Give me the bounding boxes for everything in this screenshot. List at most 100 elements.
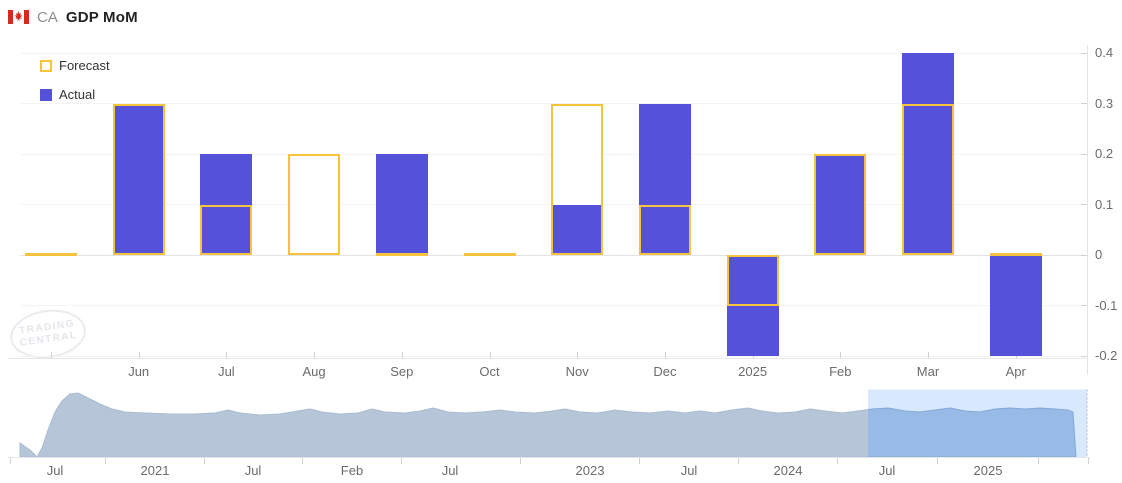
x-axis-line — [8, 358, 1087, 359]
forecast-flat-bar[interactable] — [989, 253, 1042, 256]
navigator-axis-tick — [302, 458, 303, 464]
legend-item-actual[interactable]: Actual — [40, 87, 110, 102]
actual-bar[interactable] — [375, 154, 428, 255]
legend: Forecast Actual — [40, 58, 110, 116]
x-axis-label: Jul — [218, 364, 235, 379]
y-axis-label: 0 — [1095, 247, 1103, 262]
y-gridline — [20, 355, 1087, 357]
navigator-axis-label: Jul — [46, 463, 64, 478]
y-axis-tick — [1081, 254, 1087, 256]
navigator-axis-tick — [401, 458, 402, 464]
y-axis-label: 0.2 — [1095, 146, 1114, 161]
x-axis-tick — [138, 352, 140, 358]
x-axis-tick — [401, 352, 403, 358]
y-axis-label: 0.4 — [1095, 45, 1114, 60]
x-axis-label: 2025 — [738, 364, 768, 379]
navigator-axis-label: 2025 — [973, 463, 1003, 478]
forecast-fill — [288, 154, 341, 255]
forecast-outline-bar[interactable] — [638, 204, 691, 255]
canada-flag-icon — [8, 10, 29, 24]
x-axis-tick — [489, 352, 491, 358]
navigator-axis-line — [8, 457, 1090, 458]
y-axis-tick — [1081, 204, 1087, 205]
navigator-axis-tick — [1088, 458, 1089, 464]
y-axis-tick — [1081, 103, 1087, 104]
actual-bar[interactable] — [726, 255, 779, 356]
navigator-axis-label: 2024 — [773, 463, 803, 478]
actual-bar[interactable] — [989, 255, 1042, 356]
forecast-outline-bar[interactable] — [288, 154, 341, 255]
forecast-outline-bar[interactable] — [200, 204, 253, 255]
x-axis-label: Oct — [479, 364, 500, 379]
y-gridline — [20, 305, 1087, 306]
forecast-flat-bar[interactable] — [25, 253, 77, 256]
x-axis-label: Nov — [565, 364, 589, 379]
forecast-flat-bar[interactable] — [375, 253, 428, 256]
x-axis-tick — [928, 352, 929, 358]
actual-legend-label: Actual — [59, 87, 96, 102]
x-axis-label: Mar — [916, 364, 940, 379]
actual-bar[interactable] — [638, 103, 691, 255]
forecast-outline-bar[interactable] — [726, 255, 779, 306]
y-gridline — [20, 254, 1087, 256]
x-axis-tick — [314, 352, 316, 358]
navigator-axis-label: Jul — [878, 463, 896, 478]
x-axis-label: Sep — [390, 364, 414, 379]
actual-swatch-icon — [40, 88, 52, 101]
forecast-outline-bar[interactable] — [814, 154, 867, 255]
x-axis-label: Dec — [653, 364, 677, 379]
country-code: CA — [37, 8, 58, 26]
navigator: Jul 2021 Jul Feb Jul 2023 Jul 2024 Jul 2025 — [0, 385, 1122, 483]
forecast-swatch-icon — [40, 59, 52, 72]
navigator-axis-label: 2023 — [575, 463, 605, 478]
forecast-outline-bar[interactable] — [551, 103, 604, 255]
y-axis-label: -0.1 — [1095, 297, 1118, 313]
y-axis-label: -0.2 — [1095, 348, 1118, 363]
navigator-area-selected — [868, 407, 1077, 458]
x-axis-tick — [51, 352, 52, 358]
y-axis-tick — [1081, 52, 1087, 54]
forecast-flat-bar[interactable] — [463, 253, 516, 256]
forecast-fill — [551, 103, 604, 205]
x-axis-label: Jun — [128, 364, 150, 379]
chart-header: CA GDP MoM — [8, 6, 138, 28]
navigator-axis-tick — [520, 458, 521, 464]
navigator-axis-tick — [10, 458, 11, 464]
x-axis-label: Apr — [1005, 364, 1026, 379]
navigator-axis-tick — [204, 458, 205, 464]
y-axis-tick — [1081, 355, 1087, 357]
navigator-axis-tick — [105, 458, 106, 464]
actual-bar[interactable] — [112, 103, 165, 255]
x-axis-label: Feb — [829, 364, 852, 379]
x-axis-tick — [577, 352, 579, 358]
actual-bar[interactable] — [902, 53, 954, 255]
navigator-axis-tick — [937, 458, 938, 464]
y-axis-label: 0.3 — [1095, 95, 1114, 111]
x-axis-tick — [840, 352, 842, 358]
navigator-axis-label: Jul — [441, 463, 459, 478]
y-gridline — [20, 52, 1087, 54]
forecast-outline-bar[interactable] — [112, 103, 165, 255]
navigator-axis-label: 2021 — [140, 463, 170, 478]
legend-item-forecast[interactable]: Forecast — [40, 58, 110, 73]
chart-title: GDP MoM — [65, 8, 138, 26]
forecast-outline-bar[interactable] — [902, 103, 954, 255]
navigator-axis-tick — [639, 458, 640, 464]
navigator-axis-label: Jul — [244, 463, 262, 478]
y-axis-tick — [1081, 305, 1087, 306]
navigator-axis-label: Feb — [340, 463, 364, 478]
navigator-area — [19, 392, 868, 458]
y-axis-label: 0.1 — [1095, 196, 1114, 212]
y-axis-line — [1087, 45, 1088, 375]
x-axis-label: Aug — [302, 364, 326, 379]
navigator-axis-tick — [837, 458, 838, 464]
forecast-legend-label: Forecast — [59, 58, 110, 73]
x-axis-tick — [664, 352, 666, 358]
navigator-axis-tick — [738, 458, 739, 464]
actual-bar[interactable] — [551, 204, 604, 255]
actual-bar[interactable] — [814, 154, 867, 255]
y-axis-tick — [1081, 153, 1087, 155]
navigator-axis-tick — [1038, 458, 1039, 464]
